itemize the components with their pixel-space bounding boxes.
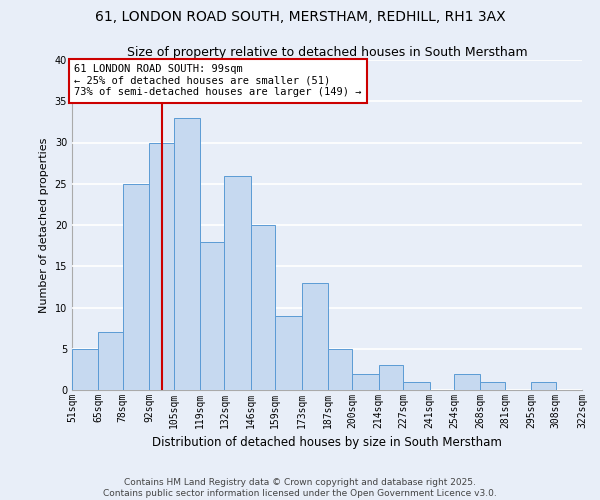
Title: Size of property relative to detached houses in South Merstham: Size of property relative to detached ho…: [127, 46, 527, 59]
Bar: [352, 374, 379, 390]
Bar: [403, 382, 430, 390]
Y-axis label: Number of detached properties: Number of detached properties: [39, 138, 49, 312]
Text: 61, LONDON ROAD SOUTH, MERSTHAM, REDHILL, RH1 3AX: 61, LONDON ROAD SOUTH, MERSTHAM, REDHILL…: [95, 10, 505, 24]
Bar: [531, 382, 556, 390]
Bar: [302, 283, 328, 390]
Bar: [379, 365, 403, 390]
Bar: [251, 225, 275, 390]
Text: 61 LONDON ROAD SOUTH: 99sqm
← 25% of detached houses are smaller (51)
73% of sem: 61 LONDON ROAD SOUTH: 99sqm ← 25% of det…: [74, 64, 361, 98]
Bar: [481, 382, 505, 390]
Text: Contains HM Land Registry data © Crown copyright and database right 2025.
Contai: Contains HM Land Registry data © Crown c…: [103, 478, 497, 498]
Bar: [200, 242, 224, 390]
Bar: [72, 349, 98, 390]
Bar: [149, 142, 173, 390]
X-axis label: Distribution of detached houses by size in South Merstham: Distribution of detached houses by size …: [152, 436, 502, 450]
Bar: [224, 176, 251, 390]
Bar: [173, 118, 200, 390]
Bar: [98, 332, 123, 390]
Bar: [454, 374, 481, 390]
Bar: [275, 316, 302, 390]
Bar: [123, 184, 149, 390]
Bar: [328, 349, 352, 390]
